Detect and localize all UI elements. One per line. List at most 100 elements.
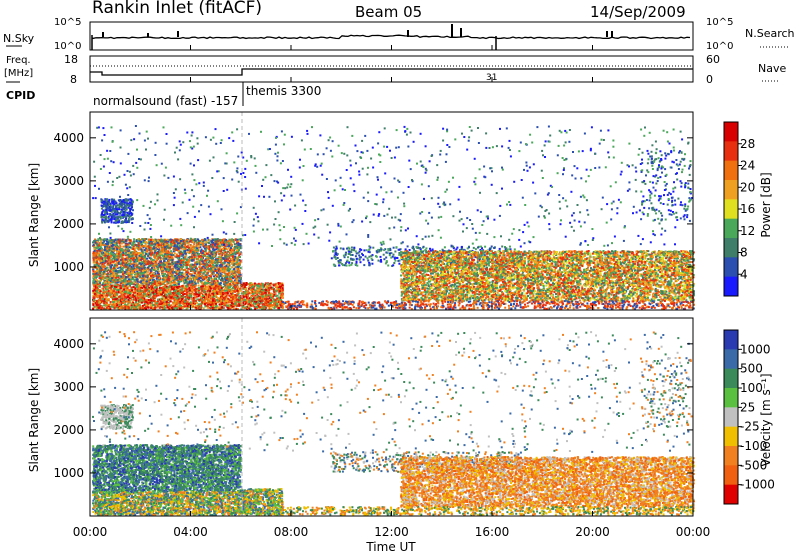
power-echo-cell	[234, 256, 236, 258]
power-echo-cell	[210, 276, 212, 278]
power-echo-cell	[105, 209, 107, 211]
power-echo-cell	[116, 219, 118, 221]
power-echo-cell	[201, 239, 203, 241]
power-echo-cell	[119, 239, 121, 241]
power-echo-cell	[224, 257, 226, 259]
power-echo-cell	[239, 256, 241, 258]
power-echo-cell	[153, 272, 155, 274]
power-echo-cell	[131, 205, 133, 207]
power-echo-cell	[184, 250, 186, 252]
power-echo-cell	[196, 268, 198, 270]
power-echo-cell	[154, 283, 156, 285]
power-echo-cell	[162, 275, 164, 277]
power-echo-cell	[219, 270, 221, 272]
power-echo-cell	[108, 203, 110, 205]
power-echo-cell	[207, 259, 209, 261]
power-echo-cell	[204, 282, 206, 284]
power-echo-cell	[93, 244, 95, 246]
power-echo-cell	[125, 239, 127, 241]
power-echo-cell	[133, 253, 135, 255]
power-echo-cell	[216, 282, 218, 284]
power-echo-cell	[107, 243, 109, 245]
power-echo-cell	[219, 265, 221, 267]
power-echo-cell	[211, 261, 213, 263]
power-echo-cell	[233, 264, 235, 266]
power-echo-cell	[168, 260, 170, 262]
power-echo-cell	[104, 238, 106, 240]
power-echo-cell	[215, 246, 217, 248]
power-echo-cell	[152, 259, 154, 261]
power-echo-cell	[113, 203, 115, 205]
power-echo-cell	[95, 256, 97, 258]
power-echo-cell	[229, 268, 231, 270]
power-echo-cell	[192, 268, 194, 270]
power-echo-cell	[200, 258, 202, 260]
power-echo-cell	[230, 271, 232, 273]
power-echo-cell	[182, 254, 184, 256]
power-echo-cell	[165, 258, 167, 260]
power-echo-cell	[141, 265, 143, 267]
power-echo-cell	[199, 256, 201, 258]
power-echo-cell	[136, 279, 138, 281]
power-echo-cell	[180, 264, 182, 266]
power-echo-cell	[190, 266, 192, 268]
power-echo-cell	[169, 278, 171, 280]
power-echo-cell	[133, 276, 135, 278]
power-echo-cell	[103, 201, 105, 203]
power-echo-cell	[129, 209, 131, 211]
power-echo-cell	[192, 241, 194, 243]
power-echo-cell	[108, 220, 110, 222]
power-echo-cell	[170, 283, 172, 285]
power-echo-cell	[95, 282, 97, 284]
power-echo-cell	[140, 281, 142, 283]
power-echo-cell	[138, 259, 140, 261]
power-echo-cell	[133, 244, 135, 246]
power-echo-cell	[150, 257, 152, 259]
power-echo-cell	[175, 265, 177, 267]
power-echo-cell	[101, 253, 103, 255]
power-echo-cell	[153, 256, 155, 258]
power-echo-cell	[205, 244, 207, 246]
power-echo-cell	[166, 283, 168, 285]
power-echo-cell	[154, 281, 156, 283]
power-echo-cell	[150, 239, 152, 241]
power-echo-cell	[163, 258, 165, 260]
power-echo-cell	[147, 253, 149, 255]
power-echo-cell	[111, 218, 113, 220]
power-echo-cell	[188, 243, 190, 245]
power-echo-cell	[151, 267, 153, 269]
power-echo-cell	[190, 244, 192, 246]
power-echo-cell	[225, 260, 227, 262]
power-echo-cell	[145, 268, 147, 270]
power-echo-cell	[214, 278, 216, 280]
power-echo-cell	[234, 251, 236, 253]
power-echo-cell	[215, 248, 217, 250]
power-echo-cell	[236, 268, 238, 270]
power-echo-cell	[177, 239, 179, 241]
power-echo-cell	[112, 244, 114, 246]
power-echo-cell	[122, 246, 124, 248]
power-echo-cell	[182, 252, 184, 254]
power-echo-cell	[101, 248, 103, 250]
power-echo-cell	[195, 256, 197, 258]
power-echo-cell	[149, 265, 151, 267]
power-echo-cell	[220, 273, 222, 275]
power-echo-cell	[184, 269, 186, 271]
power-echo-cell	[232, 255, 234, 257]
power-echo-cell	[104, 255, 106, 257]
power-echo-cell	[158, 249, 160, 251]
power-echo-cell	[156, 252, 158, 254]
power-echo-cell	[121, 202, 123, 204]
power-echo-cell	[129, 240, 131, 242]
power-echo-cell	[103, 244, 105, 246]
nave-label: Nave	[758, 62, 786, 75]
power-echo-cell	[128, 263, 130, 265]
power-echo-cell	[181, 269, 183, 271]
power-echo-cell	[238, 247, 240, 249]
power-echo-cell	[106, 260, 108, 262]
power-echo-cell	[205, 241, 207, 243]
power-echo-cell	[196, 277, 198, 279]
power-echo-cell	[212, 248, 214, 250]
power-echo-cell	[110, 266, 112, 268]
power-echo-cell	[128, 252, 130, 254]
